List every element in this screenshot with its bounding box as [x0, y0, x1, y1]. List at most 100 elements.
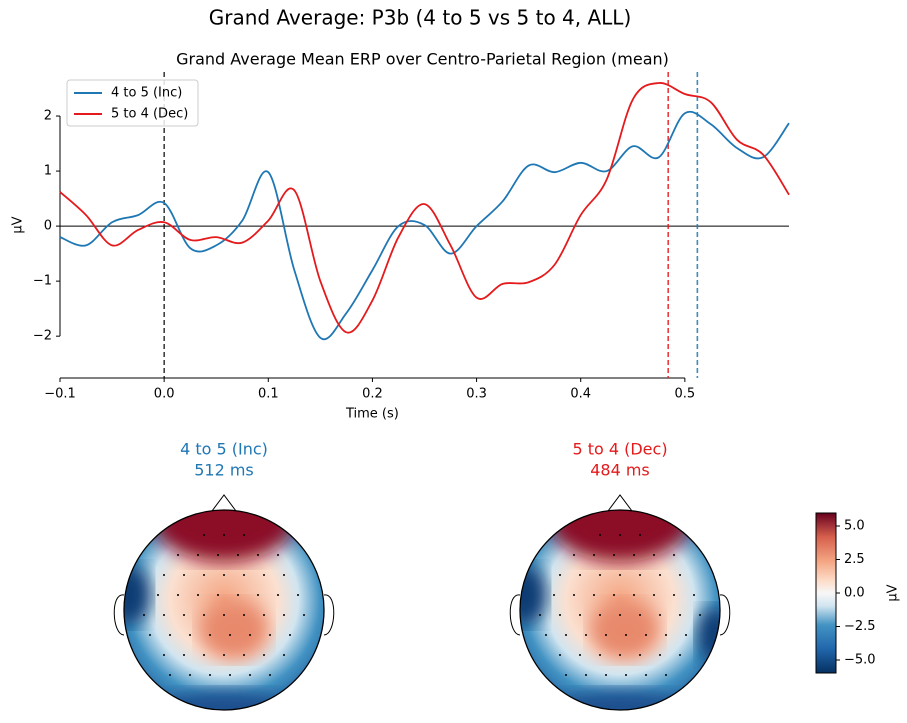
ear — [323, 594, 335, 636]
colorbar-tick-label: −2.5 — [844, 619, 876, 634]
sensor — [665, 634, 667, 636]
sensor — [593, 554, 595, 556]
sensor — [693, 594, 695, 596]
y-tick-label: −2 — [33, 329, 52, 344]
sensor — [625, 634, 627, 636]
topomap-time: 484 ms — [590, 461, 650, 480]
sensor — [573, 554, 575, 556]
topomap — [520, 510, 720, 710]
topo-left — [520, 565, 547, 625]
series-line — [59, 82, 790, 334]
sensor — [303, 614, 305, 616]
colorbar — [815, 512, 837, 674]
ear — [719, 594, 731, 636]
topomap-time: 512 ms — [194, 461, 254, 480]
topo-front — [154, 510, 294, 562]
sensor — [263, 614, 265, 616]
y-tick-label: 1 — [44, 164, 52, 179]
y-tick-label: −1 — [33, 274, 52, 289]
legend: 4 to 5 (Inc) 5 to 4 (Dec) — [66, 79, 199, 127]
sensor — [599, 614, 601, 616]
sensor — [565, 634, 567, 636]
sensor — [593, 594, 595, 596]
legend-label: 5 to 4 (Dec) — [111, 107, 188, 122]
sensor — [673, 554, 675, 556]
sensor — [263, 654, 265, 656]
sensor — [169, 634, 171, 636]
sensor — [243, 574, 245, 576]
y-tick-label: 2 — [44, 109, 52, 124]
topo-center — [590, 600, 660, 660]
sensor — [625, 674, 627, 676]
sensor — [613, 554, 615, 556]
sensor — [223, 654, 225, 656]
sensor — [599, 574, 601, 576]
chart-title: Grand Average Mean ERP over Centro-Parie… — [176, 50, 669, 69]
sensor — [183, 654, 185, 656]
x-tick-label: −0.1 — [44, 387, 76, 402]
sensor — [203, 534, 205, 536]
sensor — [619, 654, 621, 656]
sensor — [283, 574, 285, 576]
sensor — [229, 674, 231, 676]
sensor — [679, 574, 681, 576]
sensor — [619, 534, 621, 536]
sensor — [639, 614, 641, 616]
sensor — [659, 614, 661, 616]
sensor — [183, 574, 185, 576]
sensor — [699, 614, 701, 616]
sensor — [579, 654, 581, 656]
sensor — [673, 594, 675, 596]
sensor — [163, 614, 165, 616]
topo-right — [697, 607, 720, 663]
sensor — [237, 594, 239, 596]
sensor — [545, 634, 547, 636]
sensor — [585, 634, 587, 636]
topomap — [124, 510, 324, 710]
sensor — [277, 594, 279, 596]
sensor — [189, 634, 191, 636]
sensor — [605, 634, 607, 636]
sensor — [297, 594, 299, 596]
colorbar-tick-label: 5.0 — [844, 518, 865, 533]
ear — [113, 594, 125, 636]
sensor — [269, 674, 271, 676]
x-tick-label: 0.1 — [258, 387, 279, 402]
sensor — [243, 654, 245, 656]
sensor — [559, 654, 561, 656]
series-line — [59, 110, 790, 341]
sensor — [639, 574, 641, 576]
sensor — [289, 634, 291, 636]
sensor — [679, 654, 681, 656]
sensor — [197, 554, 199, 556]
sensor — [553, 594, 555, 596]
sensor — [177, 594, 179, 596]
x-tick-label: 0.2 — [362, 387, 383, 402]
sensor — [203, 574, 205, 576]
topomap-title: 4 to 5 (Inc) — [180, 440, 268, 459]
topo-bottom — [550, 690, 690, 710]
sensor — [157, 594, 159, 596]
sensor — [223, 574, 225, 576]
sensor — [579, 614, 581, 616]
sensor — [613, 594, 615, 596]
sensor — [659, 654, 661, 656]
colorbar-tick-label: −5.0 — [844, 653, 876, 668]
sensor — [633, 554, 635, 556]
legend-label: 4 to 5 (Inc) — [111, 86, 182, 101]
sensor — [645, 674, 647, 676]
sensor — [685, 634, 687, 636]
sensor — [559, 614, 561, 616]
sensor — [163, 574, 165, 576]
head — [519, 509, 721, 711]
sensor — [283, 654, 285, 656]
sensor — [679, 614, 681, 616]
ear — [509, 594, 521, 636]
sensor — [257, 594, 259, 596]
sensor — [209, 634, 211, 636]
sensor — [249, 674, 251, 676]
sensor — [143, 614, 145, 616]
suptitle: Grand Average: P3b (4 to 5 vs 5 to 4, AL… — [209, 6, 632, 30]
x-tick-label: 0.3 — [466, 387, 487, 402]
